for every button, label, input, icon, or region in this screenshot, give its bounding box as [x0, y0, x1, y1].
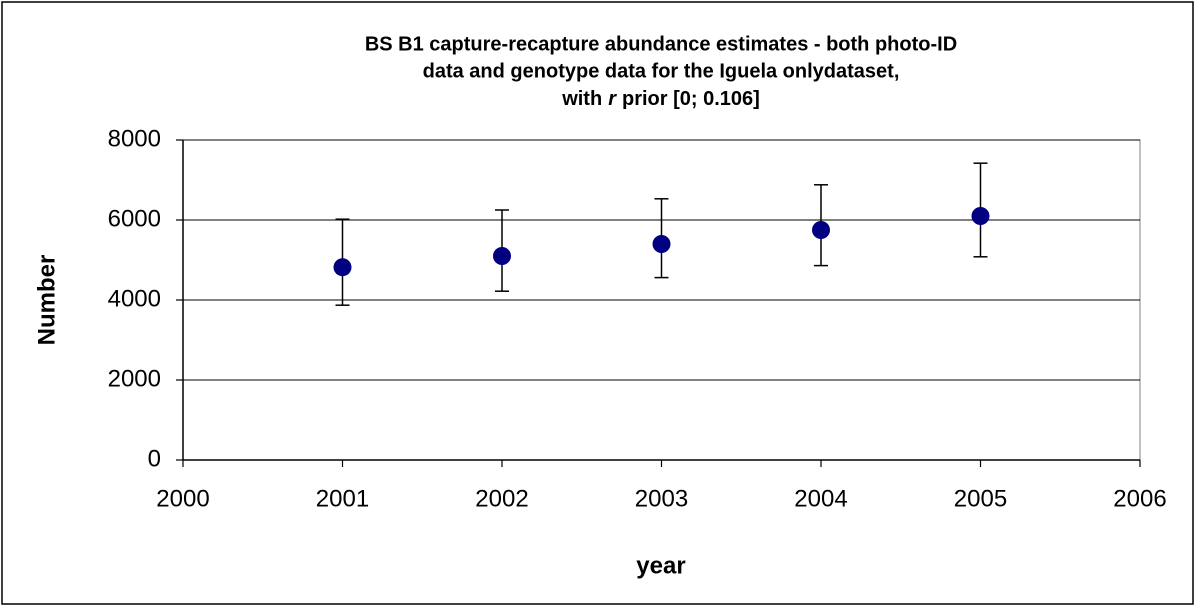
y-axis-label: Number: [33, 255, 60, 346]
x-tick-label: 2003: [635, 485, 688, 512]
y-tick-label: 2000: [108, 365, 161, 392]
y-tick-label: 8000: [108, 125, 161, 152]
y-tick-label: 0: [148, 445, 161, 472]
x-tick-label: 2006: [1113, 485, 1166, 512]
x-tick-label: 2001: [316, 485, 369, 512]
y-tick-label: 6000: [108, 205, 161, 232]
x-tick-label: 2005: [954, 485, 1007, 512]
point: [652, 235, 671, 253]
point: [333, 258, 352, 277]
point: [971, 207, 990, 225]
x-axis-label: year: [636, 552, 685, 579]
x-tick-label: 2000: [156, 485, 209, 512]
title-segment: r: [608, 88, 617, 110]
title-segment: with: [561, 88, 602, 110]
x-tick-label: 2002: [475, 485, 528, 512]
chart-title: data and genotype data for the Iguela on…: [423, 60, 900, 82]
point: [812, 221, 830, 239]
chart-title: with r prior [0; 0.106]: [561, 88, 760, 110]
title-segment: prior [0; 0.106]: [622, 88, 760, 110]
chart-title: BS B1 capture-recapture abundance estima…: [365, 33, 957, 55]
point: [493, 247, 511, 265]
y-tick-label: 4000: [108, 285, 161, 312]
x-tick-label: 2004: [794, 485, 847, 512]
